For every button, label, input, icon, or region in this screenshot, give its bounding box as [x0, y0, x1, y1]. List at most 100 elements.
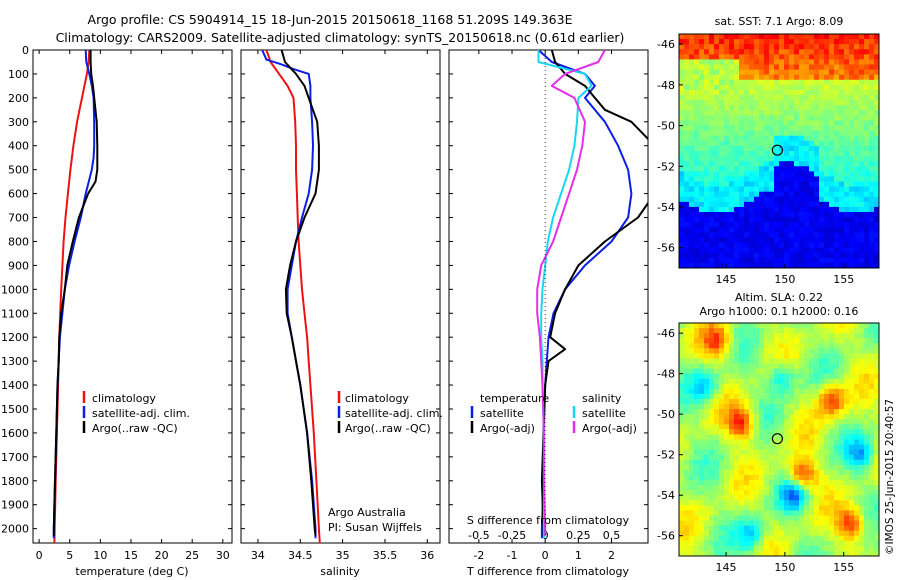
map-cell	[824, 222, 830, 228]
map-cell	[749, 237, 755, 244]
map-cell	[694, 212, 700, 218]
depth-tick-label: 1300	[1, 355, 29, 368]
map-cell	[819, 500, 825, 506]
map-cell	[694, 510, 700, 516]
map-cell	[689, 434, 695, 440]
map-cell	[789, 545, 795, 552]
map-cell	[839, 191, 845, 198]
map-cell	[734, 74, 740, 81]
map-cell	[734, 490, 740, 496]
depth-tick-label: 1400	[1, 379, 29, 392]
map-cell	[869, 130, 875, 137]
map-cell	[774, 409, 780, 415]
map-cell	[719, 171, 725, 177]
map-cell	[759, 161, 765, 167]
map-cell	[679, 257, 685, 264]
map-cell	[704, 262, 710, 268]
map-cell	[739, 545, 745, 552]
map-cell	[804, 34, 810, 40]
map-cell	[759, 383, 765, 390]
map-cell	[819, 186, 825, 193]
map-cell	[719, 201, 725, 208]
map-cell	[754, 490, 760, 496]
map-cell	[724, 358, 730, 365]
map-cell	[734, 424, 740, 430]
map-cell	[759, 252, 765, 259]
depth-tick-label: 900	[8, 259, 29, 272]
map-cell	[739, 39, 745, 45]
map-cell	[819, 515, 825, 522]
map-cell	[864, 550, 870, 556]
map-cell	[804, 186, 810, 193]
map-cell	[769, 550, 775, 556]
map-cell	[849, 95, 855, 101]
map-cell	[789, 398, 795, 405]
map-cell	[814, 520, 820, 527]
map-cell	[804, 490, 810, 496]
map-cell	[869, 145, 875, 152]
map-cell	[789, 125, 795, 132]
map-cell	[704, 84, 710, 91]
map-cell	[754, 510, 760, 516]
map-cell	[684, 505, 690, 511]
map-cell	[829, 181, 835, 188]
map-cell	[769, 398, 775, 405]
map-cell	[839, 196, 845, 203]
map-cell	[769, 44, 775, 50]
map-cell	[849, 115, 855, 121]
map-cell	[839, 257, 845, 264]
map-cell	[824, 505, 830, 511]
map-cell	[729, 414, 735, 420]
map-cell	[689, 156, 695, 162]
map-cell	[694, 252, 700, 259]
map-cell	[699, 525, 705, 532]
map-cell	[699, 110, 705, 116]
map-cell	[844, 358, 850, 365]
map-cell	[874, 79, 879, 86]
map-cell	[779, 373, 785, 380]
map-cell	[769, 64, 775, 71]
map-cell	[779, 95, 785, 101]
map-cell	[759, 378, 765, 385]
map-cell	[834, 161, 840, 167]
map-cell	[714, 378, 720, 385]
map-cell	[809, 186, 815, 193]
map-cell	[804, 414, 810, 420]
map-cell	[829, 520, 835, 527]
map-cell	[734, 474, 740, 481]
map-cell	[779, 368, 785, 375]
map-cell	[734, 89, 740, 96]
map-cell	[849, 110, 855, 116]
map-cell	[734, 59, 740, 66]
map-cell	[689, 227, 695, 233]
map-cell	[704, 500, 710, 506]
s-tick-label: 0.25	[566, 529, 591, 542]
map-cell	[684, 145, 690, 152]
map-cell	[844, 485, 850, 491]
map-cell	[809, 333, 815, 339]
map-cell	[819, 125, 825, 132]
map-cell	[704, 419, 710, 425]
map-cell	[784, 206, 790, 213]
map-cell	[754, 166, 760, 172]
map-cell	[869, 338, 875, 344]
map-cell	[859, 480, 865, 486]
map-cell	[804, 459, 810, 466]
map-cell	[784, 130, 790, 137]
map-cell	[699, 227, 705, 233]
map-cell	[859, 196, 865, 203]
map-cell	[724, 110, 730, 116]
map-cell	[734, 120, 740, 127]
map-cell	[809, 156, 815, 162]
map-cell	[809, 535, 815, 542]
map-cell	[859, 34, 865, 40]
map-cell	[834, 84, 840, 91]
map-cell	[704, 358, 710, 365]
map-cell	[754, 201, 760, 208]
map-cell	[794, 74, 800, 81]
map-cell	[874, 252, 879, 259]
map-cell	[789, 135, 795, 142]
map-cell	[814, 459, 820, 466]
map-cell	[709, 100, 715, 106]
map-cell	[784, 252, 790, 259]
